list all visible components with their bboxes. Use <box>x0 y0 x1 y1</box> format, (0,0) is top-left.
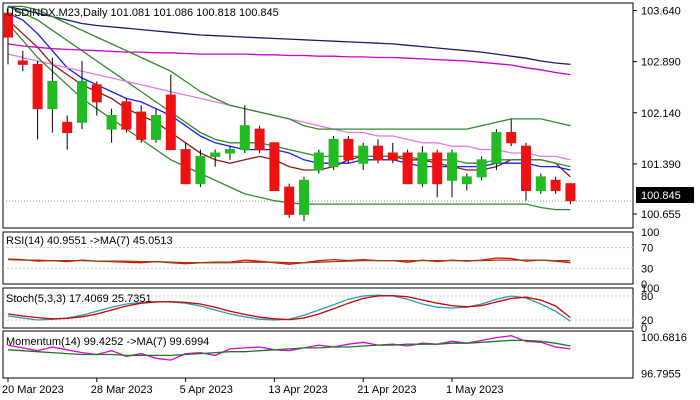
bear-candle <box>387 152 398 161</box>
y-tick-label: 101.390 <box>641 159 681 171</box>
y-tick-label: 80 <box>641 291 653 303</box>
moving-average-line <box>7 5 571 66</box>
x-tick-label: 20 Mar 2023 <box>2 384 64 396</box>
bull-candle <box>417 152 428 185</box>
y-tick-label: 100.6816 <box>641 332 687 344</box>
price-panel <box>3 5 576 222</box>
bear-candle <box>3 12 13 38</box>
bear-candle <box>402 152 413 185</box>
chart-title: USDINDX.M23,Daily 101.081 101.086 100.81… <box>6 7 279 19</box>
moving-average-line <box>7 53 571 161</box>
panel-frame <box>2 231 634 285</box>
gridlines <box>3 200 633 321</box>
last-price-box <box>636 187 694 203</box>
bear-candle <box>269 142 280 191</box>
bull-candle <box>210 152 221 157</box>
bear-candle <box>550 179 561 191</box>
bull-candle <box>106 115 117 130</box>
y-axes: 103.640 102.890 102.140 101.390 100.655 100 70… <box>633 6 687 380</box>
bear-candle <box>254 128 265 151</box>
y-tick-label: 102.890 <box>641 57 681 69</box>
panel-frame <box>2 330 634 379</box>
bull-candle <box>195 155 206 185</box>
bear-candle <box>17 60 28 65</box>
bear-candle <box>180 149 191 185</box>
y-tick-label: 20 <box>641 315 653 327</box>
bear-candle <box>506 132 517 144</box>
stoch-panel <box>7 294 571 322</box>
y-tick-label: 0 <box>641 279 647 291</box>
bear-candle <box>432 152 443 185</box>
bull-candle <box>328 138 339 168</box>
bull-candle <box>358 145 369 164</box>
rsi-title: RSI(14) 40.9551 ->MA(7) 45.0513 <box>6 235 173 247</box>
bull-candle <box>461 176 472 185</box>
bear-candle <box>565 183 576 202</box>
x-axis: 20 Mar 2023 28 Mar 2023 5 Apr 2023 13 Apr 2… <box>2 378 503 396</box>
x-tick-label: 21 Apr 2023 <box>357 384 416 396</box>
bear-candle <box>373 145 383 161</box>
moving-average-line <box>7 43 571 76</box>
x-tick-label: 13 Apr 2023 <box>268 384 327 396</box>
bull-candle <box>313 152 324 171</box>
bear-candle <box>91 84 102 103</box>
x-tick-label: 5 Apr 2023 <box>180 384 233 396</box>
y-tick-label: 100 <box>641 283 659 295</box>
moving-average-line <box>8 5 571 130</box>
bear-candle <box>521 145 531 192</box>
y-tick-label: 0 <box>641 323 647 335</box>
y-tick-label: 100 <box>641 227 659 239</box>
bull-candle <box>77 80 87 123</box>
x-tick-label: 1 May 2023 <box>446 384 503 396</box>
bull-candle <box>151 115 161 140</box>
last-price-label: 100.845 <box>641 190 681 202</box>
bear-candle <box>32 63 43 110</box>
moving-average-line <box>7 23 571 211</box>
momentum-panel <box>7 335 571 361</box>
bear-candle <box>62 121 73 134</box>
panel-frames <box>2 2 634 379</box>
bear-candle <box>121 101 132 130</box>
bear-candle <box>136 111 147 140</box>
bull-candle <box>447 152 457 181</box>
bull-candle <box>299 179 309 215</box>
bull-candle <box>239 125 250 151</box>
bull-candle <box>225 149 235 154</box>
bull-candle <box>47 80 58 110</box>
y-tick-label: 103.640 <box>641 6 681 18</box>
y-tick-label: 100.655 <box>641 209 681 221</box>
y-tick-label: 70 <box>641 243 653 255</box>
bear-candle <box>343 138 354 161</box>
indicator-line <box>7 258 571 264</box>
x-tick-label: 28 Mar 2023 <box>91 384 153 396</box>
indicator-line <box>7 294 571 321</box>
y-tick-label: 96.7955 <box>641 368 681 380</box>
bull-candle <box>535 176 546 191</box>
bear-candle <box>165 94 176 151</box>
bull-candle <box>491 132 502 164</box>
rsi-panel <box>7 257 571 265</box>
bull-candle <box>476 159 487 178</box>
stoch-title: Stoch(5,3,3) 17.4069 25.7351 <box>6 293 152 305</box>
panel-frame <box>2 2 634 229</box>
panel-frame <box>2 287 634 329</box>
indicator-line <box>7 339 571 357</box>
y-tick-label: 30 <box>641 263 653 275</box>
y-tick-label: 102.140 <box>641 108 681 120</box>
indicator-line <box>7 335 571 361</box>
bear-candle <box>284 186 295 215</box>
momentum-title: Momentum(14) 99.4252 ->MA(7) 99.6994 <box>6 336 209 348</box>
